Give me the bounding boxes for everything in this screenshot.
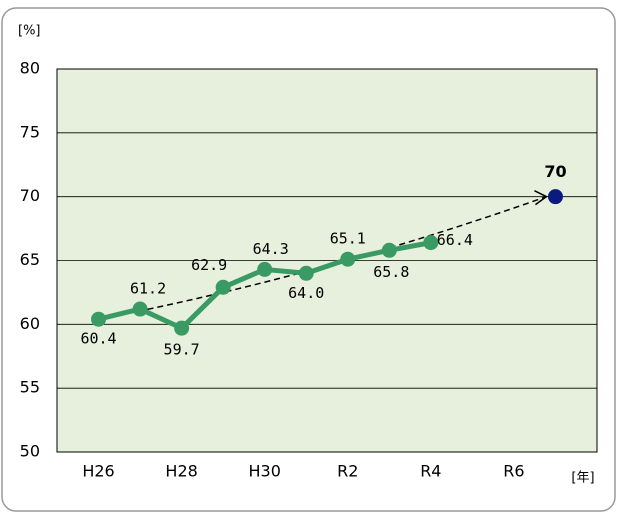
data-label: 66.4: [437, 231, 473, 249]
data-point: [298, 265, 314, 281]
data-point: [547, 189, 563, 205]
data-label: 64.0: [288, 284, 324, 302]
x-tick-label: R6: [503, 462, 524, 481]
data-label: 62.9: [191, 256, 227, 274]
x-tick-label: R4: [420, 462, 441, 481]
y-tick-label: 80: [20, 59, 40, 78]
data-point: [340, 251, 356, 267]
y-tick-label: 75: [20, 122, 40, 141]
x-tick-label: H30: [248, 462, 280, 481]
data-label: 65.1: [330, 230, 366, 248]
data-label: 61.2: [130, 280, 166, 298]
arrow-head: [534, 189, 548, 206]
x-axis-label: [年]: [571, 471, 594, 486]
data-point: [257, 261, 273, 277]
y-tick-label: 70: [20, 186, 40, 205]
y-axis-label: [%]: [18, 24, 41, 39]
data-label: 70: [544, 162, 566, 181]
x-tick-label: H28: [165, 462, 197, 481]
data-point: [91, 311, 107, 327]
y-tick-label: 55: [20, 378, 40, 397]
data-point: [215, 279, 231, 295]
y-tick-label: 65: [20, 250, 40, 269]
data-label: 59.7: [164, 341, 200, 359]
y-tick-label: 50: [20, 442, 40, 461]
data-point: [423, 235, 439, 251]
data-label: 60.4: [80, 330, 116, 348]
x-tick-label: R2: [337, 462, 358, 481]
data-label: 65.8: [373, 263, 409, 281]
x-tick-label: H26: [82, 462, 114, 481]
data-label: 64.3: [253, 240, 289, 258]
data-point: [132, 301, 148, 317]
data-point: [174, 320, 190, 336]
data-point: [381, 242, 397, 258]
y-tick-label: 60: [20, 314, 40, 333]
